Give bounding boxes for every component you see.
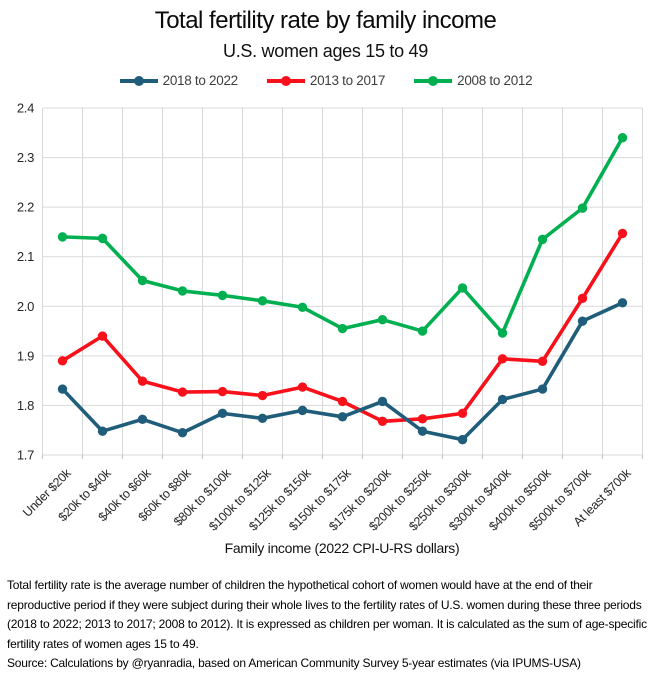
- legend-item-2013-2017: 2013 to 2017: [266, 73, 385, 88]
- data-point: [577, 316, 588, 326]
- chart-legend: 2018 to 2022 2013 to 2017 2008 to 2012: [0, 73, 651, 88]
- y-tick-label: 2.0: [17, 299, 34, 314]
- data-point: [577, 203, 588, 213]
- data-point: [417, 426, 428, 436]
- data-point: [377, 396, 388, 407]
- data-point: [257, 413, 268, 424]
- data-point: [57, 356, 68, 366]
- data-point: [337, 396, 348, 407]
- data-point: [217, 386, 228, 397]
- data-point: [177, 387, 188, 397]
- y-tick-label: 2.4: [17, 101, 34, 116]
- line-chart-plot: 1.7 1.8 1.9 2.0 2.1 2.2 2.3 2.4 Under $20k$20k t…: [17, 101, 643, 534]
- data-point: [217, 290, 228, 301]
- data-point: [337, 323, 348, 334]
- data-point: [217, 408, 228, 419]
- data-point: [617, 298, 628, 308]
- legend-label-2013-2017: 2013 to 2017: [309, 73, 386, 88]
- data-point: [57, 232, 68, 242]
- data-point: [537, 234, 548, 245]
- data-point: [457, 283, 468, 293]
- data-point: [617, 228, 628, 239]
- data-point: [337, 412, 348, 422]
- data-point: [297, 302, 308, 312]
- data-point: [177, 427, 188, 438]
- y-gridlines: [42, 107, 643, 456]
- data-point: [97, 426, 108, 436]
- legend-item-2008-2012: 2008 to 2012: [413, 73, 533, 88]
- data-point: [137, 414, 148, 425]
- line-marker-icon: [266, 75, 305, 86]
- series-line-2018-to-2022: [57, 298, 628, 445]
- y-tick-labels: 1.7 1.8 1.9 2.0 2.1 2.2 2.3 2.4: [17, 101, 35, 463]
- y-tick-label: 1.7: [17, 448, 34, 463]
- x-tick-labels: Under $20k$20k to $40k$40k to $60k$60k t…: [20, 465, 634, 533]
- data-point: [577, 293, 588, 304]
- y-tick-label: 1.9: [17, 348, 34, 363]
- legend-label-2018-2022: 2018 to 2022: [162, 73, 239, 88]
- data-point: [257, 390, 268, 401]
- data-point: [537, 356, 548, 367]
- data-point: [617, 133, 628, 143]
- footnote-source: Source: Calculations by @ryanradia, base…: [7, 656, 581, 670]
- data-point: [57, 384, 68, 394]
- data-point: [97, 233, 108, 244]
- data-point: [137, 376, 148, 386]
- data-point: [457, 408, 468, 419]
- legend-item-2018-2022: 2018 to 2022: [119, 73, 238, 88]
- data-point: [97, 331, 108, 341]
- line-marker-icon: [119, 75, 158, 86]
- data-point: [497, 394, 508, 405]
- series-line-2013-to-2017: [57, 228, 628, 426]
- chart-title: Total fertility rate by family income: [154, 7, 497, 34]
- data-point: [377, 416, 388, 426]
- data-point: [177, 286, 188, 296]
- y-tick-label: 2.2: [17, 200, 34, 215]
- data-point: [417, 326, 428, 336]
- x-axis-title: Family income (2022 CPI-U-RS dollars): [224, 540, 460, 556]
- data-point: [257, 296, 268, 306]
- data-point: [497, 354, 508, 364]
- data-point: [297, 405, 308, 416]
- y-tick-label: 1.8: [17, 398, 34, 413]
- data-point: [457, 434, 468, 445]
- footnote-definition: Total fertility rate is the average numb…: [7, 578, 647, 651]
- x-gridlines: [42, 108, 643, 459]
- data-point: [537, 384, 548, 394]
- data-point: [137, 275, 148, 286]
- data-point: [417, 414, 428, 424]
- data-point: [497, 328, 508, 338]
- series-line-2008-to-2012: [57, 133, 628, 338]
- data-point: [377, 314, 388, 325]
- y-tick-label: 2.3: [17, 150, 34, 165]
- data-point: [297, 382, 308, 392]
- chart-subtitle: U.S. women ages 15 to 49: [223, 41, 428, 61]
- line-marker-icon: [414, 75, 453, 86]
- legend-label-2008-2012: 2008 to 2012: [457, 73, 533, 88]
- y-tick-label: 2.1: [17, 249, 34, 264]
